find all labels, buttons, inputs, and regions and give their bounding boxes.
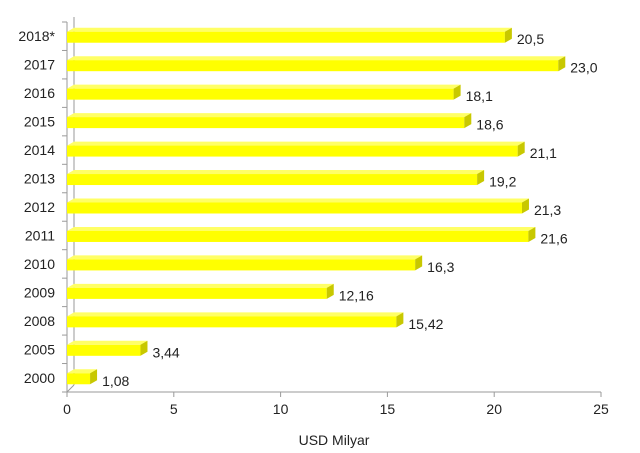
bar-top-face xyxy=(67,27,512,32)
bar-side-face xyxy=(415,255,423,271)
bar-front-face xyxy=(67,373,91,385)
bar-front-face xyxy=(67,287,327,299)
labels: 0 5 10 15 20 25 2018* 20,5 2017 23,0 2016 18,1 2015 1… xyxy=(18,28,609,417)
y-tick-label: 2008 xyxy=(24,313,55,329)
bar-top-face xyxy=(67,56,566,61)
data-label: 18,6 xyxy=(476,117,503,133)
data-label: 21,1 xyxy=(530,145,557,161)
bar-front-face xyxy=(67,117,465,129)
bar-front-face xyxy=(67,316,397,328)
bars xyxy=(67,27,566,385)
bar-front-face xyxy=(67,145,518,157)
bar xyxy=(67,340,148,356)
bar xyxy=(67,113,472,129)
y-tick-label: 2016 xyxy=(24,85,55,101)
data-label: 18,1 xyxy=(466,88,493,104)
bar-front-face xyxy=(67,174,478,186)
bar-top-face xyxy=(67,84,461,89)
bar-side-face xyxy=(90,369,98,385)
y-tick-label: 2009 xyxy=(24,284,55,300)
bar xyxy=(67,170,485,186)
x-tick-label: 0 xyxy=(63,401,71,417)
bar-side-face xyxy=(326,283,334,299)
data-label: 20,5 xyxy=(517,31,544,47)
bar-front-face xyxy=(67,60,559,72)
y-tick-label: 2018* xyxy=(18,28,55,44)
bar-side-face xyxy=(396,312,404,328)
bar-side-face xyxy=(477,170,485,186)
bar xyxy=(67,56,566,72)
bar xyxy=(67,198,529,214)
bar-side-face xyxy=(504,27,512,43)
bar xyxy=(67,255,423,271)
bar-front-face xyxy=(67,202,522,214)
y-tick-label: 2012 xyxy=(24,199,55,215)
bar xyxy=(67,369,98,385)
data-label: 12,16 xyxy=(339,287,374,303)
y-tick-label: 2017 xyxy=(24,57,55,73)
y-tick-label: 2014 xyxy=(24,142,55,158)
bar-top-face xyxy=(67,141,525,146)
data-label: 19,2 xyxy=(489,174,516,190)
bar xyxy=(67,226,536,242)
data-label: 16,3 xyxy=(427,259,454,275)
bar-front-face xyxy=(67,31,505,43)
x-tick-label: 20 xyxy=(486,401,502,417)
bar-side-face xyxy=(453,84,461,100)
bar xyxy=(67,27,512,43)
bar-side-face xyxy=(528,226,536,242)
bar-top-face xyxy=(67,113,472,118)
bar xyxy=(67,141,525,157)
bar-front-face xyxy=(67,344,141,356)
axis-depth-line xyxy=(66,384,75,393)
bar xyxy=(67,84,461,100)
bar-top-face xyxy=(67,283,334,288)
bar-top-face xyxy=(67,340,148,345)
data-label: 23,0 xyxy=(570,60,597,76)
y-tick-label: 2011 xyxy=(25,227,55,243)
y-tick-label: 2013 xyxy=(24,171,55,187)
bar-side-face xyxy=(464,113,472,129)
data-label: 21,6 xyxy=(540,230,567,246)
data-label: 1,08 xyxy=(102,373,129,389)
bar-top-face xyxy=(67,198,529,203)
data-label: 3,44 xyxy=(152,344,179,360)
bar-front-face xyxy=(67,88,454,100)
y-tick-label: 2015 xyxy=(24,114,55,130)
bar-side-face xyxy=(558,56,566,72)
bar-top-face xyxy=(67,255,423,260)
x-tick-label: 10 xyxy=(273,401,289,417)
x-tick-label: 15 xyxy=(380,401,396,417)
bar-top-face xyxy=(67,369,98,374)
bar-side-face xyxy=(517,141,525,157)
tick-marks xyxy=(62,21,602,397)
bar xyxy=(67,283,334,299)
x-axis-title: USD Milyar xyxy=(299,432,370,448)
bar-front-face xyxy=(67,230,529,242)
bar-side-face xyxy=(140,340,148,356)
bar-top-face xyxy=(67,226,536,231)
data-label: 21,3 xyxy=(534,202,561,218)
bar-side-face xyxy=(521,198,529,214)
x-tick-label: 25 xyxy=(593,401,609,417)
y-tick-label: 2005 xyxy=(24,341,55,357)
y-tick-label: 2000 xyxy=(24,370,55,386)
y-tick-label: 2010 xyxy=(24,256,55,272)
bar xyxy=(67,312,404,328)
data-label: 15,42 xyxy=(408,316,443,332)
bar-top-face xyxy=(67,170,485,175)
bar-top-face xyxy=(67,312,404,317)
bar-front-face xyxy=(67,259,416,271)
x-tick-label: 5 xyxy=(170,401,178,417)
